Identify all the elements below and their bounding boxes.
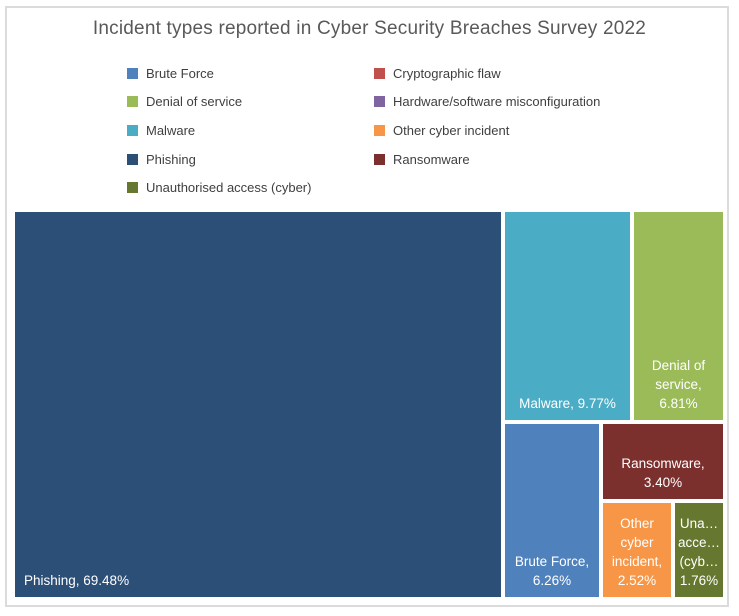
treemap-tile-malware: Malware, 9.77% <box>505 212 630 420</box>
legend-item-cryptographic-flaw: Cryptographic flaw <box>374 66 674 81</box>
chart-title: Incident types reported in Cyber Securit… <box>92 18 647 39</box>
tile-label-other-cyber-incident: Other cyber incident, 2.52% <box>611 516 663 588</box>
legend-item-denial-of-service: Denial of service <box>127 94 374 109</box>
tile-label-brute-force: Brute Force, 6.26% <box>514 554 590 588</box>
treemap-tile-brute-force: Brute Force, 6.26% <box>505 424 599 597</box>
tile-label-unauthorised-access: Una… acce… (cyb… 1.76% <box>677 516 721 588</box>
legend-swatch-denial-of-service <box>127 96 138 108</box>
legend-label-ransomware: Ransomware <box>393 151 470 167</box>
legend-item-ransomware: Ransomware <box>374 152 674 167</box>
legend-item-phishing: Phishing <box>127 152 374 167</box>
legend-label-brute-force: Brute Force <box>146 65 214 81</box>
treemap-tile-unauthorised-access: Una… acce… (cyb… 1.76% <box>675 503 723 597</box>
legend-swatch-cryptographic-flaw <box>374 67 385 79</box>
legend-label-phishing: Phishing <box>146 151 196 167</box>
treemap-tile-other-cyber-incident: Other cyber incident, 2.52% <box>603 503 671 597</box>
treemap-tile-denial-of-service: Denial of service, 6.81% <box>634 212 723 420</box>
legend-label-hardware-software-misconfiguration: Hardware/software misconfiguration <box>393 94 601 110</box>
tile-label-phishing: Phishing, 69.48% <box>24 573 130 588</box>
legend-label-unauthorised-access: Unauthorised access (cyber) <box>146 180 312 196</box>
treemap-tile-ransomware: Ransomware, 3.40% <box>603 424 723 499</box>
tile-label-denial-of-service: Denial of service, 6.81% <box>651 358 706 411</box>
legend: Brute Force Cryptographic flaw Denial of… <box>127 59 674 202</box>
legend-item-hardware-software-misconfiguration: Hardware/software misconfiguration <box>374 94 674 109</box>
legend-swatch-malware <box>127 124 138 136</box>
tile-label-ransomware: Ransomware, 3.40% <box>621 456 705 490</box>
legend-item-malware: Malware <box>127 123 374 138</box>
legend-label-denial-of-service: Denial of service <box>146 94 243 110</box>
legend-item-brute-force: Brute Force <box>127 66 374 81</box>
legend-label-cryptographic-flaw: Cryptographic flaw <box>393 65 501 81</box>
legend-swatch-brute-force <box>127 67 138 79</box>
legend-swatch-ransomware <box>374 153 385 165</box>
legend-item-other-cyber-incident: Other cyber incident <box>374 123 674 138</box>
legend-swatch-hardware-software-misconfiguration <box>374 96 385 108</box>
tile-label-malware: Malware, 9.77% <box>519 396 616 411</box>
legend-item-unauthorised-access: Unauthorised access (cyber) <box>127 180 374 195</box>
treemap-plot-area: Phishing, 69.48% Malware, 9.77% Denial o… <box>15 212 723 597</box>
legend-label-malware: Malware <box>146 122 196 138</box>
legend-label-other-cyber-incident: Other cyber incident <box>393 122 510 138</box>
legend-swatch-unauthorised-access <box>127 182 138 194</box>
legend-swatch-other-cyber-incident <box>374 124 385 136</box>
treemap-tile-phishing: Phishing, 69.48% <box>15 212 501 597</box>
legend-swatch-phishing <box>127 153 138 165</box>
